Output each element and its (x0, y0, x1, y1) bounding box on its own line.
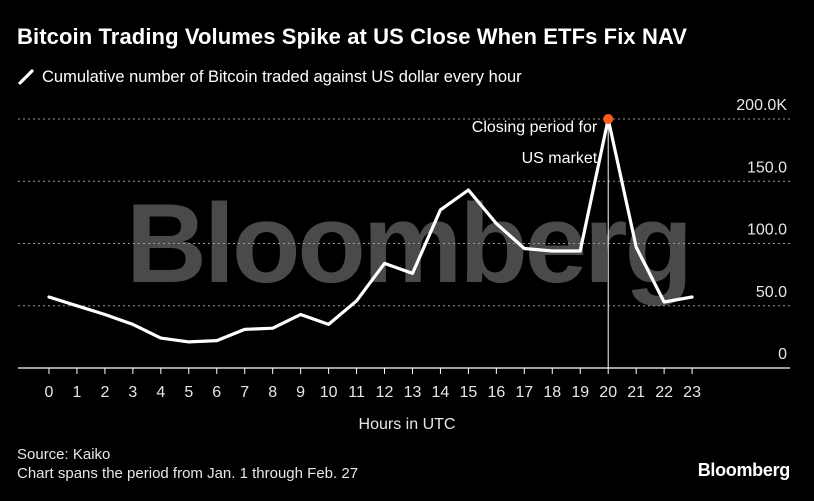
legend-line-swatch (18, 69, 34, 85)
y-tick-label: 100.0 (747, 222, 787, 239)
chart-title: Bitcoin Trading Volumes Spike at US Clos… (17, 24, 688, 49)
annotation-text: Closing period for (472, 119, 598, 136)
x-tick-label: 15 (460, 384, 478, 401)
chart-footer: Source: Kaiko Chart spans the period fro… (17, 445, 358, 483)
series-line (47, 117, 694, 344)
x-tick-label: 21 (627, 384, 645, 401)
x-tick-label: 13 (404, 384, 422, 401)
x-tick-label: 19 (571, 384, 589, 401)
x-tick-label: 23 (683, 384, 701, 401)
x-tick-label: 8 (268, 384, 277, 401)
bloomberg-logo: Bloomberg (697, 460, 791, 480)
source-note: Source: Kaiko (17, 446, 111, 463)
y-tick-label: 200.0K (736, 97, 787, 114)
peak-marker (603, 114, 614, 124)
legend: Cumulative number of Bitcoin traded agai… (17, 66, 522, 88)
x-tick-label: 20 (599, 384, 617, 401)
x-tick-label: 11 (348, 384, 365, 401)
x-tick-label: 6 (212, 384, 221, 401)
x-tick-label: 9 (296, 384, 305, 401)
legend-label: Cumulative number of Bitcoin traded agai… (42, 67, 522, 86)
x-tick-label: 0 (45, 384, 54, 401)
period-note: Chart spans the period from Jan. 1 throu… (17, 465, 359, 482)
x-tick-label: 2 (100, 384, 109, 401)
x-tick-label: 16 (487, 384, 505, 401)
x-tick-label: 10 (320, 384, 338, 401)
x-tick-label: 14 (432, 384, 450, 401)
y-tick-label: 150.0 (747, 159, 787, 176)
x-tick-label: 7 (240, 384, 249, 401)
x-tick-label: 12 (376, 384, 394, 401)
y-tick-label: 0 (778, 346, 787, 363)
x-tick-label: 1 (73, 384, 82, 401)
x-tick-label: 22 (655, 384, 673, 401)
x-tick-label: 17 (515, 384, 533, 401)
y-tick-label: 50.0 (756, 284, 787, 301)
x-tick-label: 5 (184, 384, 193, 401)
annotation-text: US market (522, 150, 598, 167)
x-tick-label: 3 (128, 384, 137, 401)
x-axis-title: Hours in UTC (359, 416, 456, 433)
x-tick-label: 4 (156, 384, 165, 401)
x-tick-label: 18 (543, 384, 561, 401)
